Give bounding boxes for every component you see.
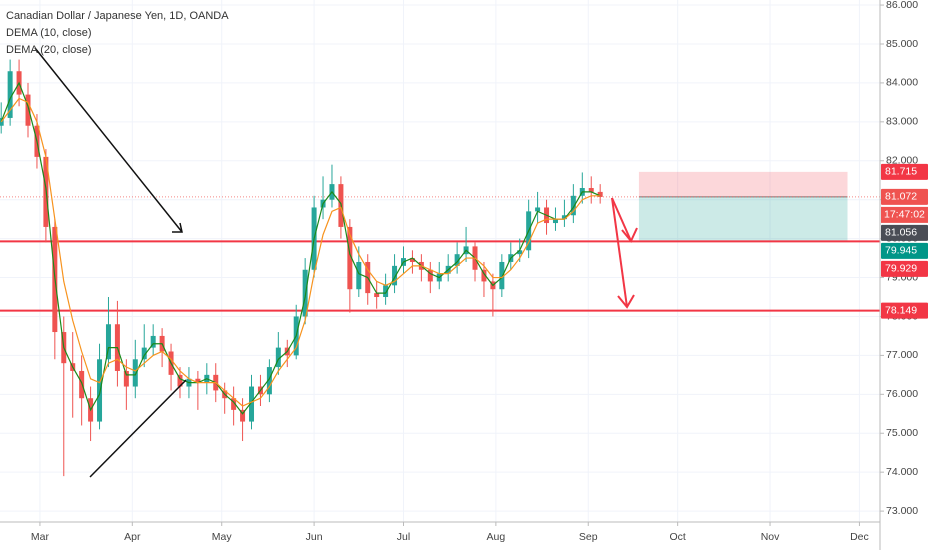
arrow-head	[172, 222, 183, 233]
price-label-bg	[881, 163, 928, 180]
x-tick-label: Jun	[306, 531, 323, 543]
price-label: 81.072	[885, 191, 917, 203]
x-tick-label: Sep	[579, 531, 598, 543]
indicator-line	[0, 81, 601, 415]
candle-body	[517, 250, 523, 255]
legend-entry: DEMA (10, close)	[6, 27, 92, 39]
arrow-head	[617, 294, 635, 309]
candle-body	[535, 207, 541, 212]
candle-body	[570, 195, 576, 216]
y-tick-label: 86.000	[886, 0, 918, 11]
chart-title: Canadian Dollar / Japanese Yen, 1D, OAND…	[6, 10, 229, 22]
candle-body	[195, 378, 201, 383]
candle-body	[79, 370, 85, 399]
y-tick-label: 75.000	[886, 427, 918, 439]
price-label: 78.149	[885, 304, 917, 316]
candle-body	[552, 219, 558, 224]
target-zone	[638, 196, 848, 241]
drawings	[34, 47, 638, 478]
y-tick-label: 76.000	[886, 388, 918, 400]
price-label-bg	[881, 224, 928, 241]
candle-body	[481, 269, 487, 282]
countdown-bg	[881, 206, 928, 223]
price-label: 81.715	[885, 166, 917, 178]
x-tick-label: Aug	[487, 531, 506, 543]
legend-entry: DEMA (20, close)	[6, 44, 92, 56]
plot	[0, 59, 880, 477]
y-tick-label: 82.000	[886, 155, 918, 167]
candle-body	[141, 347, 147, 360]
legend: Canadian Dollar / Japanese Yen, 1D, OAND…	[6, 10, 229, 56]
x-tick-label: May	[212, 531, 233, 543]
x-tick-label: Oct	[669, 531, 685, 543]
candle-body	[240, 409, 246, 422]
trend-line	[34, 47, 183, 233]
candle-body	[383, 285, 389, 298]
x-tick-label: Mar	[31, 531, 50, 543]
candle-body	[275, 347, 281, 368]
candle-body	[588, 188, 594, 192]
candle-body	[561, 215, 567, 220]
candle-body	[392, 265, 398, 286]
x-tick-label: Nov	[761, 531, 780, 543]
candle-body	[409, 258, 415, 262]
candle-body	[427, 269, 433, 282]
y-tick-label: 83.000	[886, 116, 918, 128]
arrow-head	[621, 227, 638, 243]
price-label: 81.056	[885, 227, 917, 239]
axes: 73.00074.00075.00076.00077.00078.00079.0…	[31, 0, 928, 543]
candle-body	[150, 335, 156, 348]
candle-body	[97, 359, 103, 422]
candle-body	[249, 386, 255, 422]
price-label: 79.945	[885, 245, 917, 257]
arrow	[611, 197, 632, 242]
candle-body	[454, 254, 460, 266]
arrow	[611, 197, 628, 308]
y-tick-label: 74.000	[886, 466, 918, 478]
y-tick-label: 84.000	[886, 77, 918, 89]
x-tick-label: Apr	[124, 531, 141, 543]
indicator-line	[0, 97, 601, 407]
price-label-bg	[881, 188, 928, 205]
x-tick-label: Jul	[397, 531, 410, 543]
stop-zone	[638, 171, 848, 197]
candle-body	[597, 191, 603, 197]
price-label: 79.929	[885, 263, 917, 275]
y-tick-label: 85.000	[886, 38, 918, 50]
candle-body	[374, 293, 380, 298]
y-tick-label: 77.000	[886, 349, 918, 361]
candle-body	[123, 370, 129, 387]
price-label-bg	[881, 242, 928, 259]
candle-body	[231, 398, 237, 410]
candle-body	[105, 324, 111, 360]
candle-body	[25, 94, 31, 126]
candle-body	[7, 71, 13, 118]
candle-body	[356, 261, 362, 290]
candle-body	[499, 261, 505, 290]
price-label-bg	[881, 302, 928, 319]
countdown: 17:47:02	[884, 209, 925, 221]
price-label-bg	[881, 260, 928, 277]
candle-body	[132, 359, 138, 387]
x-tick-label: Dec	[850, 531, 869, 543]
candle-body	[347, 226, 353, 290]
y-tick-label: 73.000	[886, 505, 918, 517]
candle-body	[266, 367, 272, 395]
candle-body	[177, 374, 183, 387]
grid	[0, 0, 880, 522]
trend-line	[89, 379, 187, 478]
